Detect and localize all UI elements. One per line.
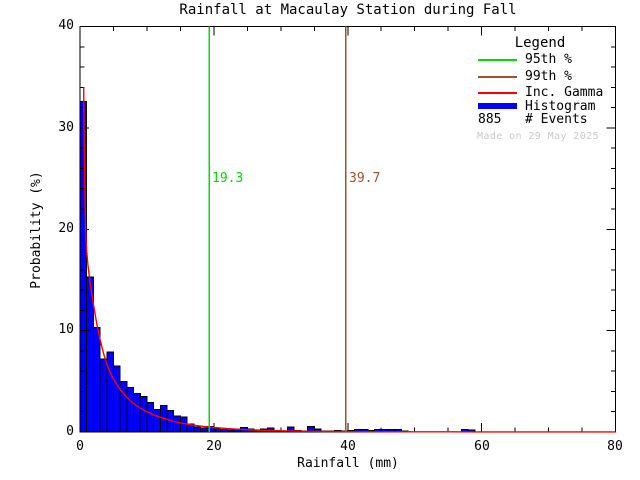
p95-value-label: 19.3 bbox=[212, 171, 244, 186]
legend-title: Legend bbox=[514, 35, 566, 51]
y-tick-0: 0 bbox=[66, 424, 74, 439]
y-tick-30: 30 bbox=[58, 120, 74, 135]
x-tick-20: 20 bbox=[206, 439, 222, 454]
y-tick-40: 40 bbox=[58, 18, 74, 33]
x-tick-80: 80 bbox=[607, 439, 623, 454]
legend-gamma-line-sample bbox=[478, 92, 517, 94]
x-tick-0: 0 bbox=[76, 439, 84, 454]
legend-event-count: 885 bbox=[478, 112, 502, 127]
x-tick-40: 40 bbox=[340, 439, 356, 454]
x-tick-60: 60 bbox=[474, 439, 490, 454]
legend-events-label: # Events bbox=[525, 112, 588, 127]
chart-title: Rainfall at Macaulay Station during Fall bbox=[179, 2, 517, 18]
p99-value-label: 39.7 bbox=[349, 171, 381, 186]
y-tick-20: 20 bbox=[58, 221, 74, 236]
x-axis-label: Rainfall (mm) bbox=[297, 456, 399, 471]
legend-histogram-swatch bbox=[478, 103, 517, 109]
legend-p99-label: 99th % bbox=[525, 69, 572, 84]
watermark: Made on 29 May 2025 bbox=[477, 131, 599, 142]
legend-histogram-label: Histogram bbox=[525, 99, 596, 114]
legend-p99-line-sample bbox=[478, 76, 517, 78]
legend-p95-label: 95th % bbox=[525, 52, 572, 67]
legend-p95-line-sample bbox=[478, 59, 517, 61]
y-tick-10: 10 bbox=[58, 322, 74, 337]
legend-gamma-label: Inc. Gamma bbox=[525, 85, 604, 100]
